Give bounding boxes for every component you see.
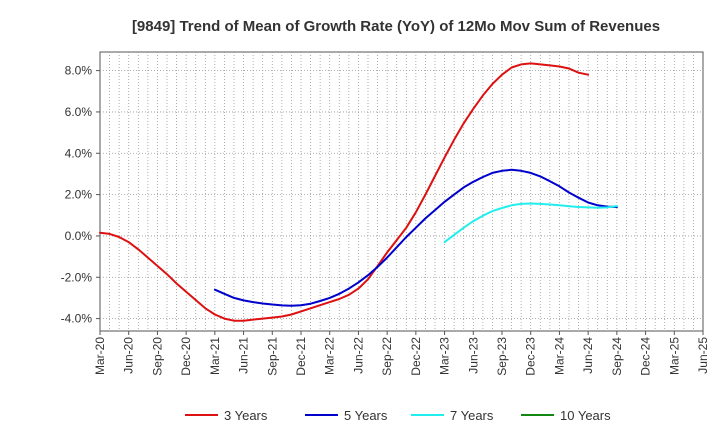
x-tick-label: Mar-23 xyxy=(438,337,452,375)
legend-label-3-years: 3 Years xyxy=(224,408,268,423)
x-tick-label: Sep-23 xyxy=(495,337,509,376)
x-tick-label: Jun-24 xyxy=(581,337,595,374)
x-tick-label: Jun-22 xyxy=(351,337,365,374)
x-axis: Mar-20 Jun-20 Sep-20 Dec-20 Mar-21 Jun-21 Sep-… xyxy=(93,331,710,376)
x-tick-label: Sep-24 xyxy=(610,337,624,376)
legend: 3 Years 5 Years 7 Years 10 Years xyxy=(185,408,611,423)
x-tick-label: Mar-21 xyxy=(208,337,222,375)
x-tick-label: Mar-20 xyxy=(93,337,107,375)
x-tick-label: Jun-25 xyxy=(696,337,710,374)
y-axis: -4.0% -2.0% 0.0% 2.0% 4.0% 6.0% 8.0% xyxy=(61,64,100,326)
y-tick-label: 0.0% xyxy=(65,229,93,243)
y-tick-label: 6.0% xyxy=(65,105,93,119)
x-tick-label: Sep-20 xyxy=(150,337,164,376)
y-tick-label: 4.0% xyxy=(65,146,93,160)
x-tick-label: Jun-23 xyxy=(466,337,480,374)
plot-area xyxy=(99,51,704,332)
legend-label-10-years: 10 Years xyxy=(560,408,611,423)
x-tick-label: Dec-22 xyxy=(409,337,423,376)
x-tick-label: Dec-20 xyxy=(179,337,193,376)
series-lines xyxy=(99,62,618,322)
y-tick-label: -4.0% xyxy=(61,312,93,326)
x-tick-label: Mar-25 xyxy=(667,337,681,375)
x-tick-label: Dec-21 xyxy=(294,337,308,376)
y-tick-label: 2.0% xyxy=(65,188,93,202)
series-line-7-years xyxy=(443,202,618,244)
x-tick-label: Dec-24 xyxy=(639,337,653,376)
x-tick-label: Dec-23 xyxy=(524,337,538,376)
x-tick-label: Jun-20 xyxy=(122,337,136,374)
x-tick-label: Jun-21 xyxy=(237,337,251,374)
legend-label-7-years: 7 Years xyxy=(450,408,494,423)
x-tick-label: Mar-24 xyxy=(552,337,566,375)
x-tick-label: Mar-22 xyxy=(323,337,337,375)
chart-title: [9849] Trend of Mean of Growth Rate (YoY… xyxy=(132,18,660,35)
y-tick-label: 8.0% xyxy=(65,64,93,78)
series-line-3-years xyxy=(99,62,590,322)
x-tick-label: Sep-22 xyxy=(380,337,394,376)
x-tick-label: Sep-21 xyxy=(265,337,279,376)
legend-label-5-years: 5 Years xyxy=(344,408,388,423)
series-line-5-years xyxy=(213,168,618,307)
y-tick-label: -2.0% xyxy=(61,270,93,284)
